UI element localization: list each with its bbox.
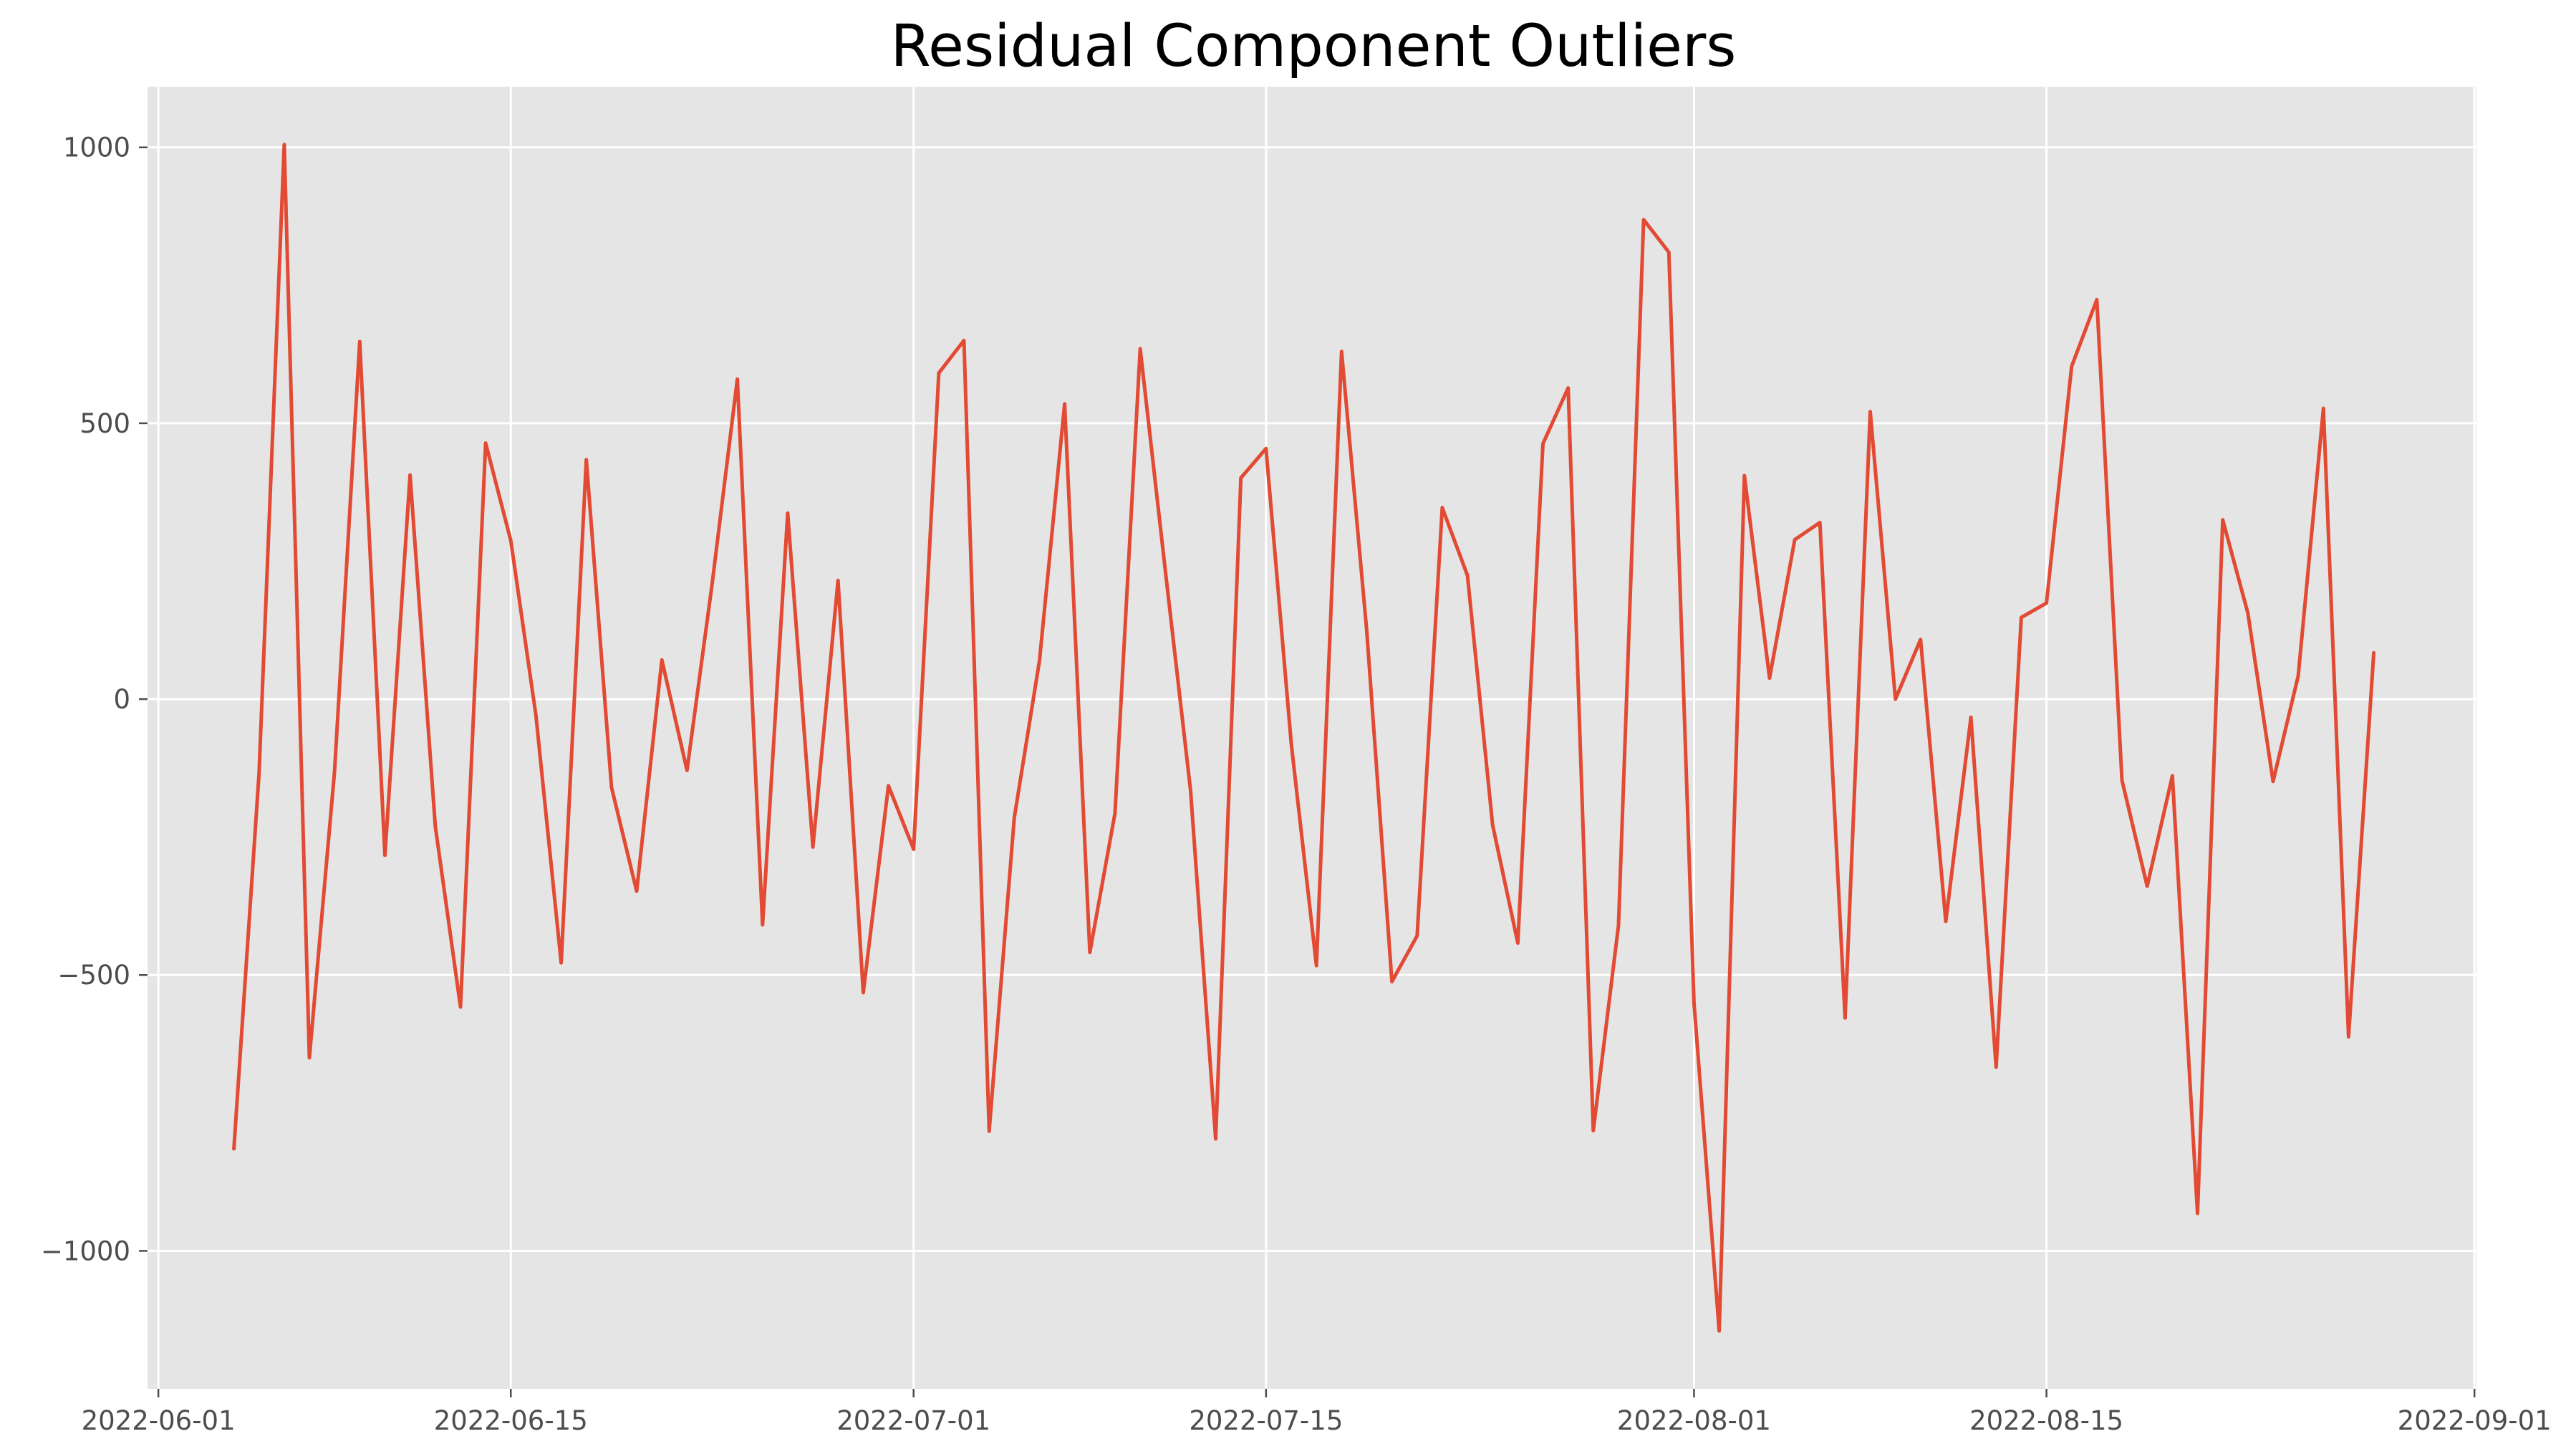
x-tick-label: 2022-07-15	[1189, 1405, 1343, 1436]
x-tick-label: 2022-08-15	[1969, 1405, 2123, 1436]
x-tick-label: 2022-08-01	[1617, 1405, 1771, 1436]
series-line	[232, 143, 2376, 1333]
grid-lines	[148, 87, 2476, 1389]
plot-area	[148, 87, 2476, 1389]
y-tick-label: 500	[79, 408, 130, 439]
y-tick-label: 0	[113, 684, 130, 715]
x-tick-label: 2022-06-15	[434, 1405, 588, 1436]
y-tick-label: 1000	[63, 133, 130, 163]
y-axis: 1000 500 0 −500 −1000	[41, 133, 148, 1266]
series-layer	[232, 143, 2376, 1333]
y-tick-label: −1000	[41, 1236, 130, 1266]
x-tick-label: 2022-06-01	[82, 1405, 236, 1436]
chart-title: Residual Component Outliers	[890, 13, 1736, 80]
y-tick-label: −500	[57, 960, 130, 991]
x-tick-label: 2022-09-01	[2398, 1405, 2552, 1436]
x-axis: 2022-06-01 2022-06-15 2022-07-01 2022-07-15…	[82, 1389, 2552, 1436]
x-tick-label: 2022-07-01	[836, 1405, 990, 1436]
